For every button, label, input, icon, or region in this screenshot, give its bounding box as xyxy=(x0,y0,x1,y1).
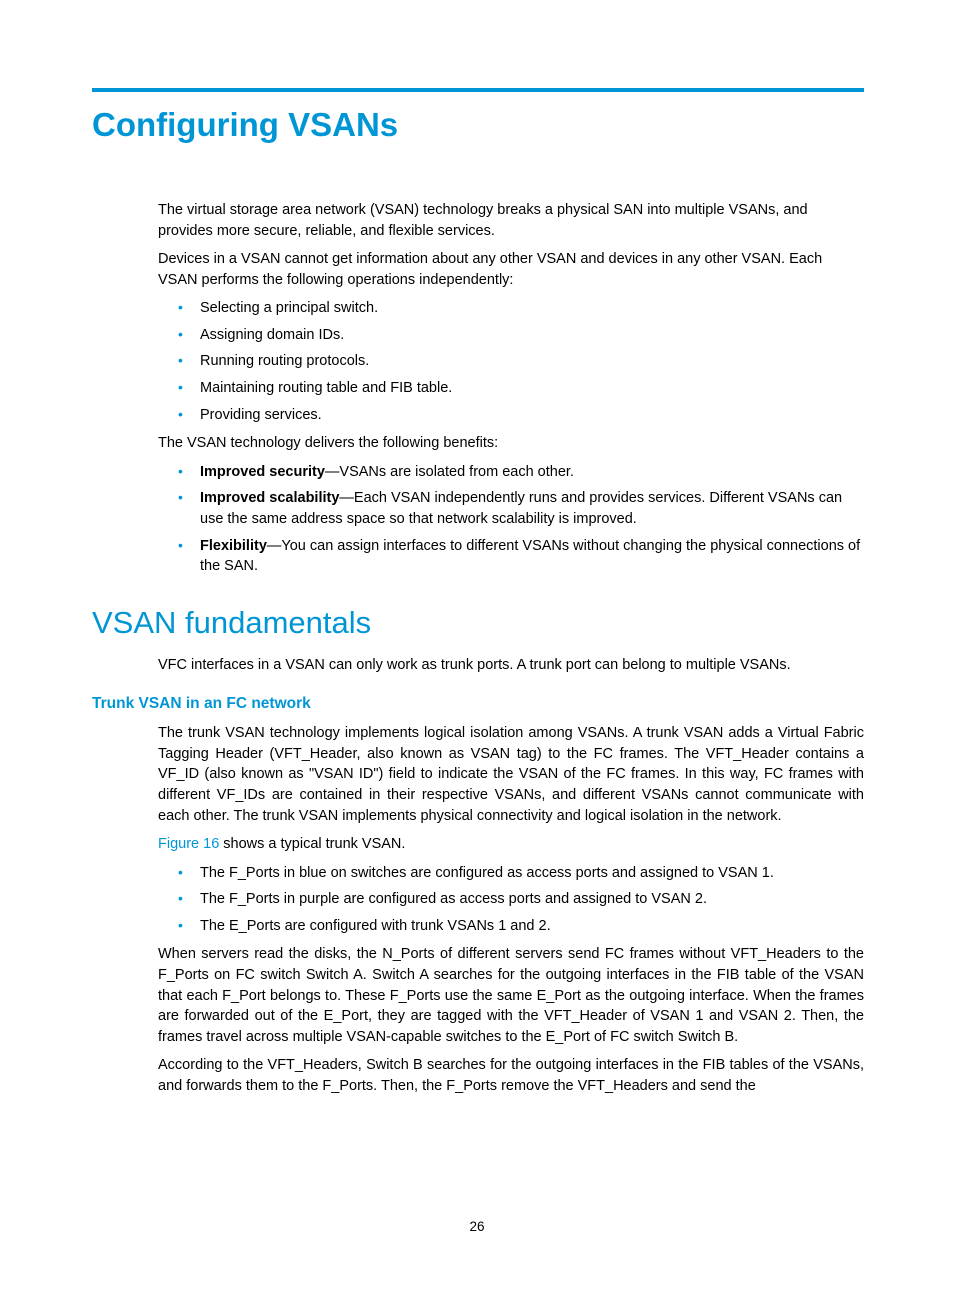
figure-link[interactable]: Figure 16 xyxy=(158,836,219,852)
list-item: Assigning domain IDs. xyxy=(176,325,864,346)
list-item: Maintaining routing table and FIB table. xyxy=(176,378,864,399)
subsection-body: The trunk VSAN technology implements log… xyxy=(158,723,864,1096)
benefit-term: Flexibility xyxy=(200,538,267,554)
list-item: The E_Ports are configured with trunk VS… xyxy=(176,916,864,937)
subsection-heading: Trunk VSAN in an FC network xyxy=(92,695,864,713)
section-paragraph: VFC interfaces in a VSAN can only work a… xyxy=(158,655,864,676)
text-run: shows a typical trunk VSAN. xyxy=(219,836,405,852)
intro-paragraph-1: The virtual storage area network (VSAN) … xyxy=(158,200,864,241)
benefit-term: Improved security xyxy=(200,464,325,480)
page-number: 26 xyxy=(0,1219,954,1234)
list-item: The F_Ports in blue on switches are conf… xyxy=(176,863,864,884)
list-item: Selecting a principal switch. xyxy=(176,298,864,319)
benefits-list: Improved security—VSANs are isolated fro… xyxy=(176,462,864,577)
subsection-paragraph: When servers read the disks, the N_Ports… xyxy=(158,944,864,1047)
benefit-desc: —You can assign interfaces to different … xyxy=(200,538,860,575)
list-item: The F_Ports in purple are configured as … xyxy=(176,889,864,910)
subsection-paragraph: Figure 16 shows a typical trunk VSAN. xyxy=(158,834,864,855)
subsection-paragraph: The trunk VSAN technology implements log… xyxy=(158,723,864,826)
benefits-lead: The VSAN technology delivers the followi… xyxy=(158,433,864,454)
body-content: The virtual storage area network (VSAN) … xyxy=(158,200,864,577)
title-rule xyxy=(92,88,864,92)
operations-list: Selecting a principal switch. Assigning … xyxy=(176,298,864,425)
intro-paragraph-2: Devices in a VSAN cannot get information… xyxy=(158,249,864,290)
list-item: Flexibility—You can assign interfaces to… xyxy=(176,536,864,577)
page: Configuring VSANs The virtual storage ar… xyxy=(0,0,954,1296)
benefit-desc: —VSANs are isolated from each other. xyxy=(325,464,574,480)
ports-list: The F_Ports in blue on switches are conf… xyxy=(176,863,864,937)
section-heading: VSAN fundamentals xyxy=(92,605,864,641)
page-title: Configuring VSANs xyxy=(92,106,864,144)
list-item: Improved security—VSANs are isolated fro… xyxy=(176,462,864,483)
section-body: VFC interfaces in a VSAN can only work a… xyxy=(158,655,864,676)
list-item: Providing services. xyxy=(176,405,864,426)
list-item: Running routing protocols. xyxy=(176,351,864,372)
subsection-paragraph: According to the VFT_Headers, Switch B s… xyxy=(158,1055,864,1096)
benefit-term: Improved scalability xyxy=(200,490,339,506)
list-item: Improved scalability—Each VSAN independe… xyxy=(176,488,864,529)
